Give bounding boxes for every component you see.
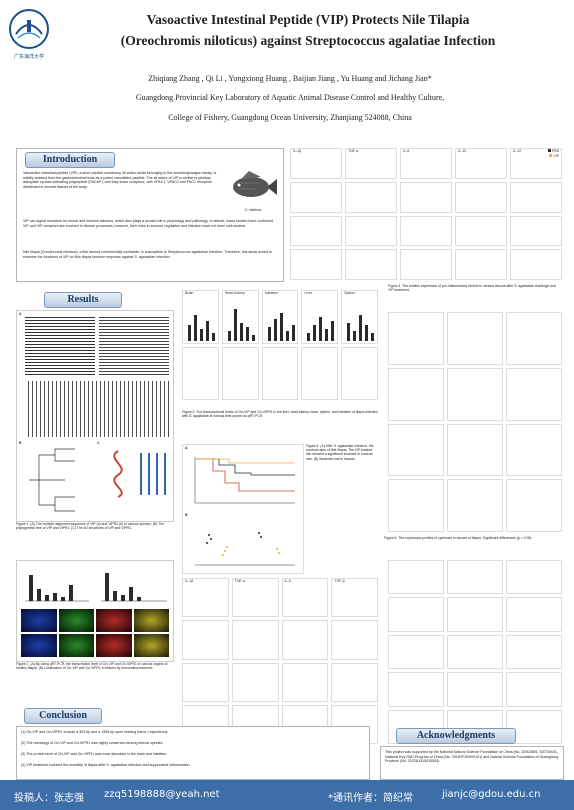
- alignment-block-2: [99, 315, 169, 375]
- tissue-label-intestine: Intestine: [264, 291, 279, 295]
- alignment-block-1: [25, 315, 95, 375]
- fig1-label-a: A: [19, 312, 22, 316]
- fig4-col-label-2: TNF-α: [348, 149, 359, 153]
- tissue-label-brain: Brain: [185, 291, 194, 295]
- fig4-col-label-4: IL-10: [458, 149, 467, 153]
- fig7-col-label-2: TNF-α: [234, 579, 246, 583]
- fig2-bar-chart-b: [97, 565, 169, 605]
- fig5-label-a: A: [185, 446, 188, 450]
- tissue-label-head-kidney: Head kidney: [224, 291, 245, 295]
- conclusion-item-3: (3) The protein level of On-VIP and On-V…: [21, 752, 168, 756]
- fig4-col-label-5: IL-12: [513, 149, 522, 153]
- intro-paragraph-1: Vasoactive intestinal peptide (VIP), a s…: [23, 171, 217, 189]
- figure6-panel: [388, 312, 562, 532]
- figure2-panel: [16, 560, 174, 662]
- legend-vip: VIP: [549, 154, 559, 158]
- corresponding-label: *通讯作者：简纪常: [328, 793, 413, 804]
- figure3-caption: Figure 3. The transcriptional levels of …: [182, 410, 378, 419]
- fig7-col-label-3: IL-6: [284, 579, 291, 583]
- footer-bar: 投稿人：张志强 zzq5198888@yeah.net *通讯作者：简纪常 ji…: [0, 780, 574, 810]
- fig1-label-c: C: [97, 441, 100, 445]
- figure4-panel: IL-1β TNF-α IL-6 IL-10 IL-12 PBS VIP: [290, 148, 562, 280]
- tissue-label-liver: Liver: [304, 291, 313, 295]
- conclusion-item-4: (4) VIP treatment reduced the mortality …: [21, 763, 191, 767]
- bacterial-load-scatter: [195, 532, 295, 566]
- figure3-panel: Brain Head kidney Intestine Liver Spleen: [182, 290, 378, 400]
- authors: Zhiqiang Zhang , Qi Li , Yongxiong Huang…: [148, 74, 432, 83]
- fig7-col-label-1: IL-1β: [185, 579, 194, 583]
- figure1-caption: Figure 1. (A) The multiple alignment seq…: [16, 522, 165, 531]
- fig4-col-label-1: IL-1β: [293, 149, 302, 153]
- acknowledgments-text: This project was supported by the Nation…: [385, 750, 559, 764]
- fig5-label-b: B: [185, 513, 188, 517]
- intro-paragraph-3: Nile tilapia (Oreochromis niloticus), a …: [23, 250, 272, 259]
- affiliation-line1: Guangdong Provincial Key Laboratory of A…: [135, 93, 445, 102]
- poster-title-line1: Vasoactive Intestinal Peptide (VIP) Prot…: [146, 12, 470, 27]
- fig1-label-b: B: [19, 441, 22, 445]
- acknowledgments-heading: Acknowledgments: [396, 728, 516, 744]
- protein-structure-2: [135, 449, 169, 499]
- intro-paragraph-2: VIP can signal receptors for neural and …: [23, 219, 273, 228]
- legend-pbs: PBS: [547, 149, 559, 153]
- protein-structure-1: [103, 449, 133, 499]
- figure2-caption: Figure 2. (A) By using qRT-PCR, the tran…: [16, 662, 168, 671]
- figure7-panel: IL-1β TNF-α IL-6 TGF-β: [182, 578, 378, 744]
- fig2-fluorescence-grid: [21, 609, 169, 657]
- acknowledgments-panel: This project was supported by the Nation…: [380, 746, 564, 780]
- figure8-panel: [388, 560, 562, 744]
- figure1-panel: A B C: [16, 310, 174, 522]
- results-heading: Results: [44, 292, 122, 308]
- poster-title-line2: (Oreochromis niloticus) against Streptoc…: [120, 33, 496, 48]
- submitter-email[interactable]: zzq5198888@yeah.net: [104, 789, 220, 800]
- fig7-col-label-4: TGF-β: [334, 579, 345, 583]
- figure5-caption: Figure 5. (A) After S. agalactiae infect…: [306, 444, 374, 461]
- figure6-caption: Figure 6. The expression profiles of cyt…: [384, 536, 533, 540]
- conclusion-item-2: (2) The homology of On-VIP and On-VIPR1 …: [21, 741, 164, 745]
- affiliation-line2: College of Fishery, Guangdong Ocean Univ…: [168, 113, 412, 122]
- conclusion-item-1: (1) On-VIP and On-VIPR1 encode a 303 bp …: [21, 730, 169, 734]
- tilapia-image: O. niloticus: [227, 167, 279, 212]
- fig3-chart-grid: Brain Head kidney Intestine Liver Spleen: [182, 290, 378, 400]
- figure5-panel: A B: [182, 444, 304, 574]
- introduction-heading: Introduction: [25, 152, 115, 168]
- introduction-panel: Introduction Vasoactive intestinal pepti…: [16, 148, 284, 282]
- tissue-label-spleen: Spleen: [344, 291, 356, 295]
- university-logo: 广东海洋大学: [8, 8, 50, 60]
- phylogenetic-tree: [25, 445, 95, 515]
- alignment-block-3: [25, 381, 169, 437]
- conclusion-panel: (1) On-VIP and On-VIPR1 encode a 303 bp …: [16, 726, 370, 780]
- survival-curve: [194, 457, 295, 504]
- corresponding-email[interactable]: jianjc@gdou.edu.cn: [442, 789, 541, 800]
- figure4-caption: Figure 4. The relative expression of pro…: [388, 284, 556, 293]
- conclusion-heading: Conclusion: [24, 708, 102, 724]
- submitter-label: 投稿人：张志强: [14, 793, 84, 804]
- tilapia-label: O. niloticus: [244, 208, 262, 212]
- fig4-col-label-3: IL-6: [403, 149, 410, 153]
- fig2-bar-chart-a: [21, 565, 91, 605]
- logo-text: 广东海洋大学: [13, 54, 44, 60]
